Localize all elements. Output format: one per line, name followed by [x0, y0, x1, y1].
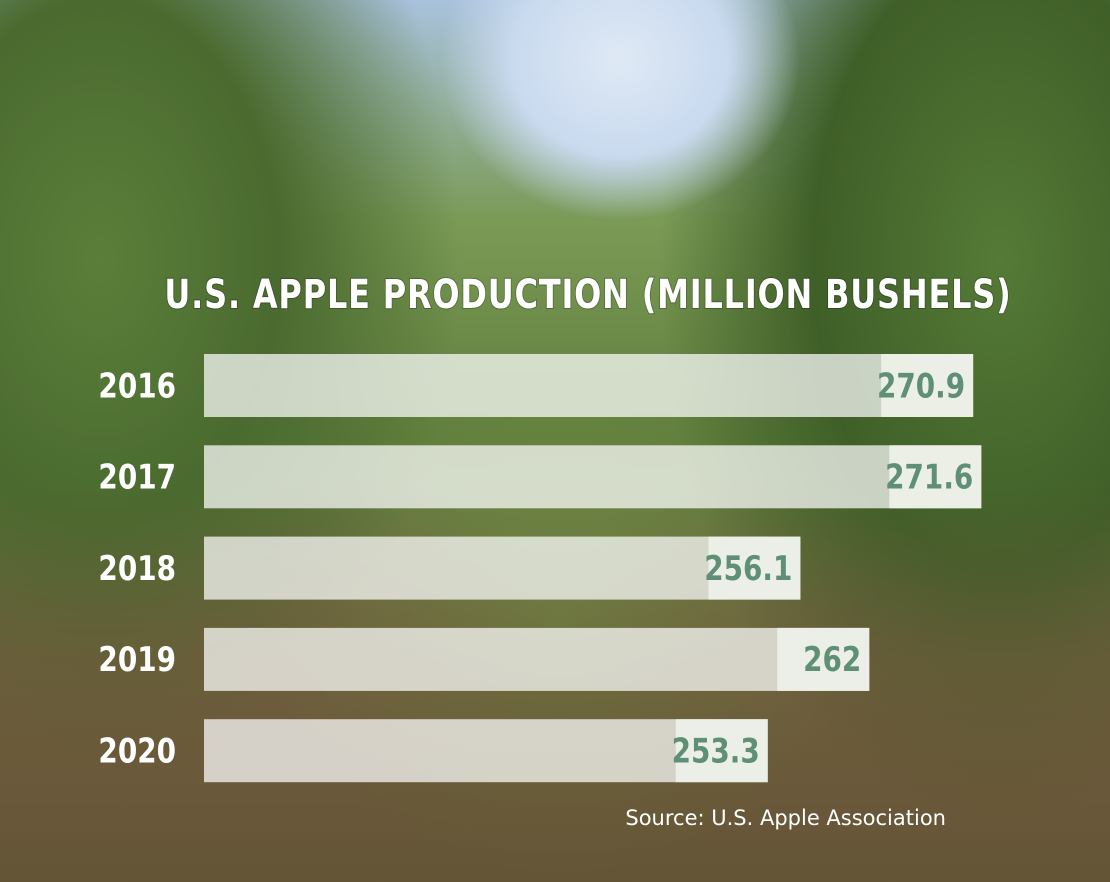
category-label: 2019 [98, 641, 176, 680]
category-label: 2020 [98, 732, 176, 771]
bar [204, 627, 870, 691]
bar [204, 354, 974, 417]
value-label-box [889, 445, 982, 509]
value-label-box [675, 719, 768, 783]
value-label-box [708, 536, 801, 600]
value-label-box [881, 354, 974, 417]
bar [204, 536, 801, 600]
category-label: 2017 [98, 458, 176, 497]
source-note: Source: U.S. Apple Association [625, 806, 946, 830]
value-label: 270.9 [877, 367, 965, 406]
value-label: 256.1 [704, 549, 792, 588]
category-label: 2018 [98, 549, 176, 588]
value-label: 271.6 [885, 458, 973, 497]
category-label: 2016 [98, 367, 176, 406]
value-label: 262 [803, 641, 861, 680]
chart-title: U.S. APPLE PRODUCTION (MILLION BUSHELS) [164, 270, 1011, 317]
value-label-box [777, 627, 870, 691]
bar [204, 719, 768, 783]
value-label: 253.3 [672, 732, 760, 771]
bar [204, 445, 982, 509]
